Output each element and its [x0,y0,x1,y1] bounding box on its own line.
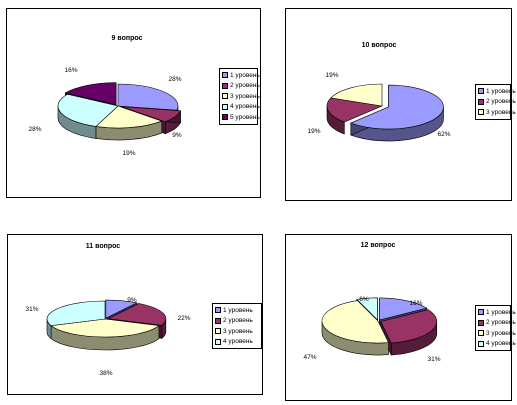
legend-label: 3 уровень [223,327,253,335]
pie-slice [57,93,119,127]
pie-plot: 28% 9% 19% 28% 16% [28,67,182,157]
data-label: 16% [64,67,77,74]
data-label: 9% [172,132,182,139]
legend-swatch [478,309,484,316]
legend-swatch [478,319,484,326]
legend-label: 3 уровень [486,108,516,116]
legend: 1 уровень 2 уровень 3 уровень 4 уровень 5 ур… [219,68,260,125]
data-label: 62% [437,131,450,138]
legend-label: 1 уровень [486,87,516,95]
legend-item: 3 уровень [478,107,516,118]
data-label: 22% [177,315,190,322]
chart-title: 12 вопрос [360,242,396,249]
legend-item: 3 уровень [215,326,259,337]
legend-item: 4 уровень [215,337,259,348]
legend-item: 4 уровень [222,102,260,113]
pie-plot: 62% 19% 19% [307,72,451,142]
legend-label: 2 уровень [486,98,516,106]
legend-label: 4 уровень [223,338,253,346]
legend-item: 5 уровень [222,112,260,123]
data-label: 31% [427,356,440,363]
data-label: 28% [28,126,41,133]
data-label: 28% [168,76,181,83]
legend-swatch [215,338,221,345]
legend-swatch [215,317,221,324]
chart-11-vopros: 11 вопрос 9% 22% 38% 31% 1 уровень 2 уровень… [7,234,263,395]
chart-12-vopros: 12 вопрос 16% 31% 47% 6% 1 уровень 2 уровень… [285,234,516,401]
legend-item: 2 уровень [478,318,516,329]
legend-item: 2 уровень [478,97,516,108]
legend-swatch [215,328,221,335]
pie-slice [105,299,138,319]
data-label: 9% [127,297,137,304]
legend-swatch [478,330,484,337]
data-label: 47% [303,354,316,361]
legend-item: 4 уровень [478,339,516,350]
legend-item: 1 уровень [215,305,259,316]
chart-title: 10 вопрос [361,42,397,49]
legend-swatch [478,98,484,105]
chart-9-vopros: 9 вопрос 28% 9% 19% 28% 16% 1 уровень 2 урове… [6,8,261,198]
legend-label: 1 уровень [230,71,260,79]
legend-swatch [222,114,228,121]
pie-slice [380,309,438,344]
pie-slice [321,300,389,344]
chart-title: 11 вопрос [85,243,121,250]
legend: 1 уровень 2 уровень 3 уровень [475,84,516,120]
data-label: 19% [307,128,320,135]
legend-label: 2 уровень [230,82,260,90]
legend-swatch [222,82,228,89]
pie-plot: 16% 31% 47% 6% [303,296,440,363]
pie-slice [106,303,167,326]
legend-label: 1 уровень [486,308,516,316]
legend-label: 2 уровень [223,317,253,325]
legend-label: 3 уровень [486,329,516,337]
pie-slice [356,297,378,321]
data-label: 38% [99,370,112,377]
legend-label: 4 уровень [230,103,260,111]
data-label: 16% [409,300,422,307]
legend-item: 3 уровень [478,328,516,339]
legend-label: 4 уровень [486,340,516,348]
chart-title: 9 вопрос [111,35,143,42]
legend-item: 2 уровень [222,81,260,92]
pie-slice [379,297,428,321]
legend-swatch [215,307,221,314]
data-label: 19% [325,72,338,79]
legend-label: 3 уровень [230,92,260,100]
chart-10-vopros: 10 вопрос 62% 19% 19% 1 уровень 2 уровень 3 … [285,8,516,201]
legend-label: 5 уровень [230,113,260,121]
pie-slice [330,83,383,107]
legend-swatch [222,103,228,110]
legend: 1 уровень 2 уровень 3 уровень 4 уровень [475,305,516,351]
pie-slice [121,106,181,123]
data-label: 19% [122,150,135,157]
pie-slice [46,300,106,326]
legend-item: 1 уровень [478,307,516,318]
data-label: 6% [359,296,369,303]
legend-item: 1 уровень [478,86,516,97]
legend-swatch [222,72,228,79]
pie-slice [350,84,444,130]
legend-label: 2 уровень [486,319,516,327]
pie-slice [50,318,160,338]
legend-item: 1 уровень [222,70,260,81]
pie-slice [117,83,179,111]
legend-item: 3 уровень [222,91,260,102]
pie-plot: 9% 22% 38% 31% [25,297,190,377]
data-label: 31% [25,306,38,313]
legend-item: 2 уровень [215,316,259,327]
legend: 1 уровень 2 уровень 3 уровень 4 уровень [212,303,262,349]
legend-swatch [478,109,484,116]
legend-swatch [478,88,484,95]
legend-label: 1 уровень [223,306,253,314]
pie-slice [64,82,117,106]
legend-swatch [222,93,228,100]
legend-swatch [478,340,484,347]
